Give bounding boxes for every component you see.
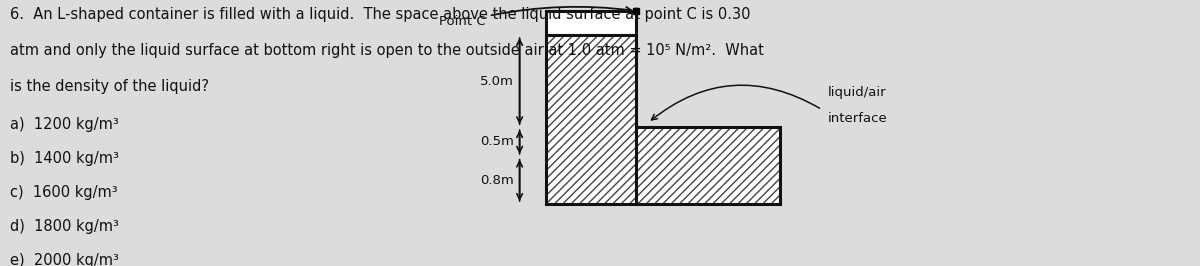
Bar: [546, 11, 636, 35]
Bar: [636, 127, 780, 204]
Text: 0.5m: 0.5m: [480, 135, 514, 148]
Text: c)  1600 kg/m³: c) 1600 kg/m³: [10, 185, 118, 200]
Text: 6.  An L-shaped container is filled with a liquid.  The space above the liquid s: 6. An L-shaped container is filled with …: [10, 7, 750, 22]
Text: Point C: Point C: [439, 7, 631, 28]
Text: liquid/air: liquid/air: [828, 86, 887, 99]
Text: 5.0m: 5.0m: [480, 75, 514, 88]
Text: 0.8m: 0.8m: [480, 174, 514, 187]
Bar: [546, 35, 636, 204]
Text: b)  1400 kg/m³: b) 1400 kg/m³: [10, 151, 119, 166]
Text: atm and only the liquid surface at bottom right is open to the outside air at 1.: atm and only the liquid surface at botto…: [10, 43, 763, 58]
Text: is the density of the liquid?: is the density of the liquid?: [10, 79, 209, 94]
Text: a)  1200 kg/m³: a) 1200 kg/m³: [10, 117, 119, 132]
Text: d)  1800 kg/m³: d) 1800 kg/m³: [10, 219, 119, 234]
Text: interface: interface: [828, 112, 888, 125]
Text: e)  2000 kg/m³: e) 2000 kg/m³: [10, 253, 119, 266]
